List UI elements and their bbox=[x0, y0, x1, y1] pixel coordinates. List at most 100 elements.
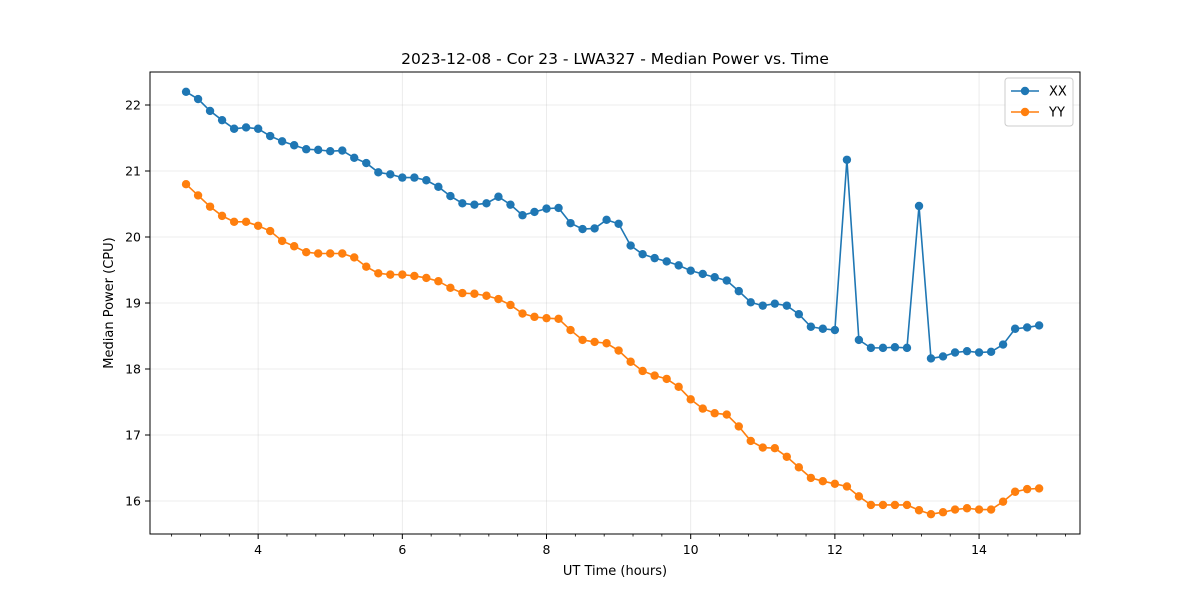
data-point-xx bbox=[662, 257, 671, 266]
data-point-yy bbox=[710, 409, 719, 418]
data-point-yy bbox=[398, 270, 407, 279]
data-point-yy bbox=[1034, 484, 1044, 493]
series-xx bbox=[181, 87, 1044, 363]
data-point-yy bbox=[674, 382, 683, 392]
data-point-yy bbox=[422, 273, 431, 283]
data-point-xx bbox=[878, 343, 888, 353]
data-point-yy bbox=[1022, 484, 1032, 494]
data-point-xx bbox=[782, 301, 791, 310]
y-tick-label: 20 bbox=[125, 230, 141, 245]
data-point-yy bbox=[1010, 487, 1020, 496]
y-tick-label: 21 bbox=[125, 164, 141, 179]
data-point-xx bbox=[482, 199, 491, 208]
data-point-xx bbox=[313, 145, 323, 155]
data-point-yy bbox=[830, 479, 840, 489]
data-point-yy bbox=[518, 309, 527, 318]
data-point-xx bbox=[686, 266, 695, 275]
data-point-xx bbox=[494, 192, 503, 201]
data-point-xx bbox=[277, 137, 287, 146]
data-point-xx bbox=[770, 299, 780, 308]
data-point-yy bbox=[338, 249, 347, 258]
data-point-yy bbox=[962, 504, 972, 513]
data-point-xx bbox=[710, 273, 719, 282]
data-point-xx bbox=[265, 131, 275, 141]
data-point-yy bbox=[782, 452, 791, 461]
axis-ticks: 4 6 8 10 12 14 16 17 18 19 20 21 22 bbox=[125, 98, 1066, 557]
data-point-yy bbox=[410, 271, 419, 281]
data-point-yy bbox=[289, 242, 299, 251]
legend-label: XX bbox=[1049, 85, 1067, 100]
data-point-xx bbox=[638, 249, 647, 259]
data-point-xx bbox=[518, 211, 527, 220]
data-point-xx bbox=[554, 203, 563, 213]
data-point-yy bbox=[650, 371, 659, 380]
data-point-xx bbox=[193, 94, 203, 104]
legend-item-yy: YY bbox=[1011, 106, 1065, 121]
data-point-yy bbox=[313, 249, 323, 258]
data-point-yy bbox=[746, 436, 755, 446]
data-point-yy bbox=[734, 422, 743, 431]
data-point-yy bbox=[902, 500, 912, 510]
data-point-yy bbox=[698, 404, 707, 413]
data-point-yy bbox=[302, 247, 311, 257]
data-point-yy bbox=[277, 236, 287, 246]
data-point-xx bbox=[986, 347, 996, 357]
data-point-yy bbox=[362, 262, 371, 271]
data-point-yy bbox=[794, 463, 804, 472]
data-point-yy bbox=[241, 217, 251, 227]
data-point-yy bbox=[638, 366, 647, 376]
data-point-yy bbox=[350, 253, 359, 262]
x-tick-label: 8 bbox=[543, 542, 551, 557]
data-point-yy bbox=[566, 325, 575, 335]
data-point-xx bbox=[818, 324, 828, 333]
data-point-yy bbox=[217, 211, 227, 221]
chart-title: 2023-12-08 - Cor 23 - LWA327 - Median Po… bbox=[401, 50, 829, 68]
data-point-yy bbox=[818, 477, 828, 486]
data-point-yy bbox=[950, 505, 960, 514]
data-point-yy bbox=[914, 506, 924, 515]
data-point-yy bbox=[806, 473, 816, 483]
data-point-yy bbox=[386, 270, 395, 279]
data-point-xx bbox=[830, 325, 840, 335]
data-point-xx bbox=[590, 224, 599, 233]
data-point-xx bbox=[950, 348, 960, 357]
data-point-xx bbox=[974, 348, 984, 357]
data-point-yy bbox=[470, 289, 479, 298]
data-point-xx bbox=[446, 191, 455, 201]
data-point-yy bbox=[878, 500, 888, 510]
data-point-xx bbox=[289, 141, 299, 150]
data-point-xx bbox=[338, 146, 347, 155]
data-point-xx bbox=[998, 340, 1008, 349]
data-point-xx bbox=[1010, 324, 1020, 333]
legend-marker bbox=[1020, 107, 1030, 117]
legend-label: YY bbox=[1048, 106, 1065, 121]
data-point-xx bbox=[458, 199, 467, 208]
data-point-yy bbox=[181, 180, 191, 189]
data-point-xx bbox=[650, 253, 659, 263]
legend-item-xx: XX bbox=[1011, 85, 1067, 100]
data-point-yy bbox=[374, 269, 383, 278]
data-point-yy bbox=[938, 508, 948, 517]
data-point-xx bbox=[614, 219, 623, 228]
data-point-yy bbox=[770, 444, 780, 453]
data-point-xx bbox=[842, 155, 852, 164]
data-point-xx bbox=[866, 343, 876, 353]
data-point-xx bbox=[1022, 323, 1032, 332]
data-point-yy bbox=[530, 312, 539, 322]
data-point-yy bbox=[926, 510, 936, 519]
data-point-yy bbox=[722, 410, 731, 419]
y-tick-label: 16 bbox=[125, 494, 141, 509]
data-point-xx bbox=[674, 261, 683, 270]
data-point-xx bbox=[181, 87, 191, 97]
data-point-yy bbox=[854, 492, 864, 501]
data-point-yy bbox=[998, 497, 1008, 506]
data-point-xx bbox=[422, 176, 431, 185]
data-point-yy bbox=[458, 288, 467, 298]
x-tick-label: 10 bbox=[683, 542, 699, 557]
x-tick-label: 14 bbox=[971, 542, 987, 557]
data-point-yy bbox=[662, 374, 671, 384]
data-point-yy bbox=[482, 291, 491, 300]
data-point-yy bbox=[614, 346, 623, 355]
data-point-yy bbox=[578, 335, 587, 345]
y-tick-label: 19 bbox=[125, 296, 141, 311]
